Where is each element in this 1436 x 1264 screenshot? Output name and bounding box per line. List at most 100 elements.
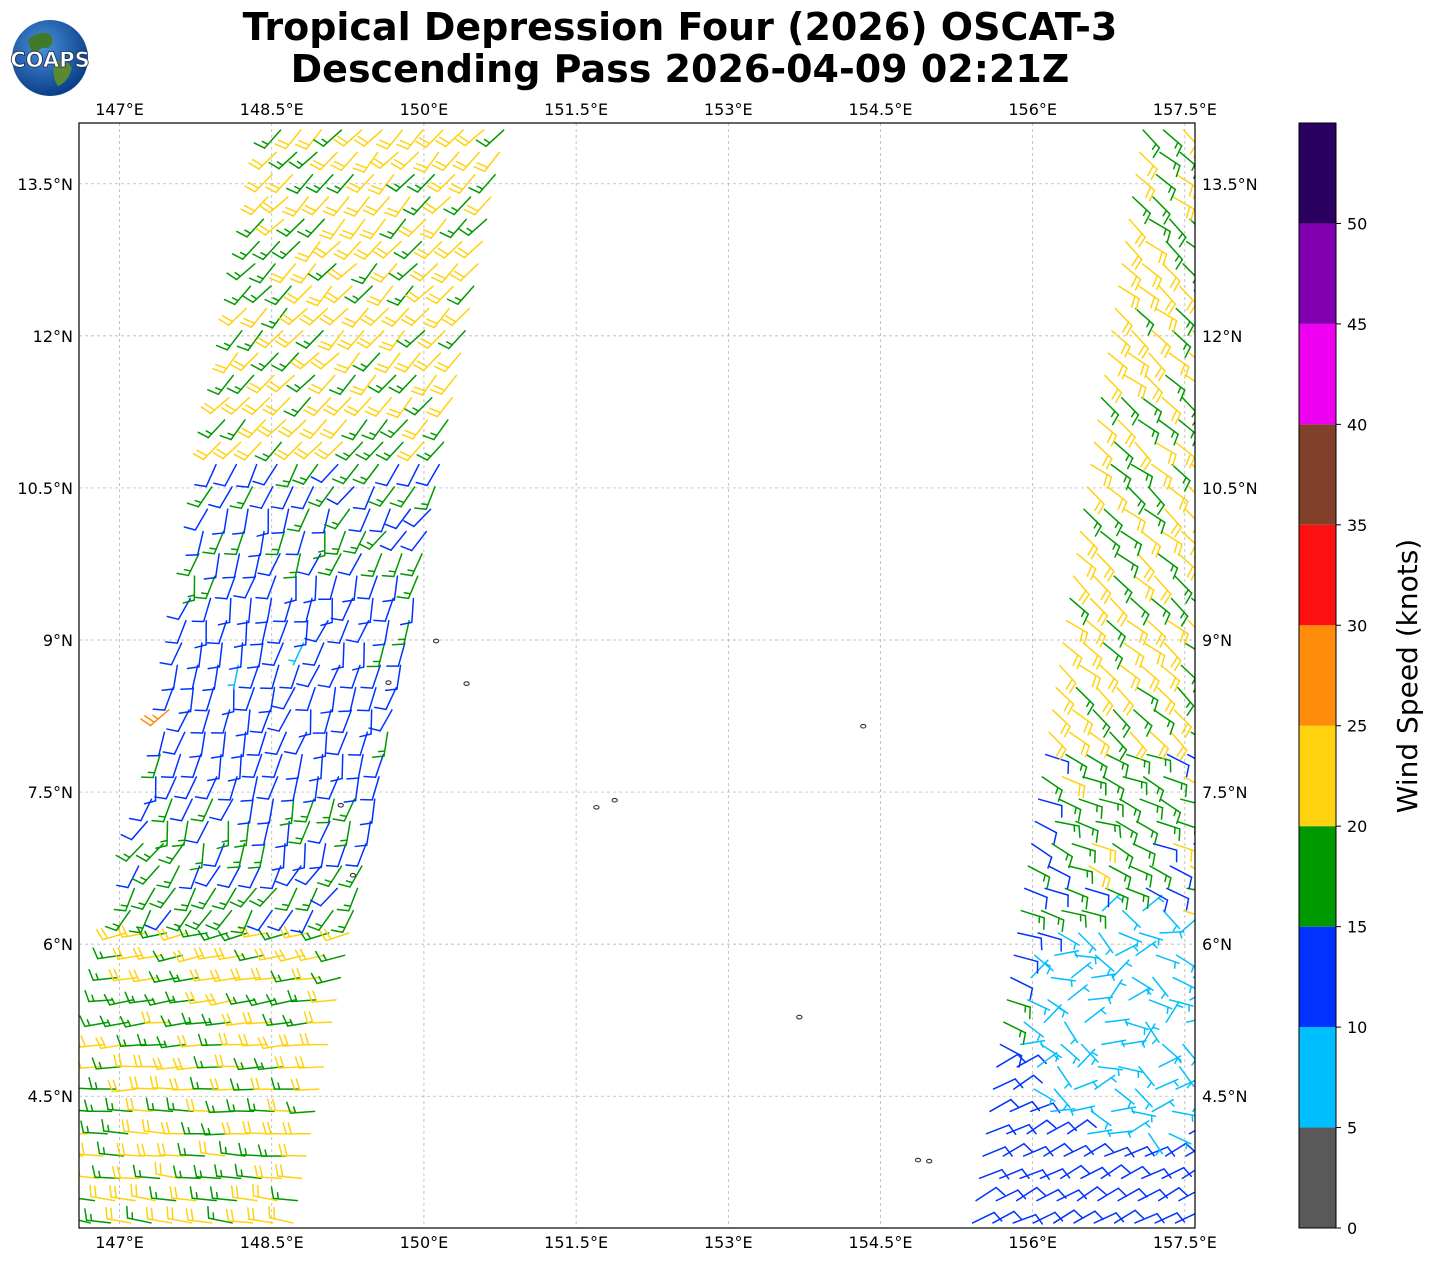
barb-staff xyxy=(260,352,279,372)
barb-half-flag xyxy=(95,973,100,981)
barb-flag xyxy=(384,688,398,692)
barb-half-flag xyxy=(415,184,422,190)
barb-staff xyxy=(406,441,424,462)
barb-flag xyxy=(141,1011,147,1024)
wind-barb xyxy=(1125,240,1143,270)
barb-flag xyxy=(1175,811,1182,825)
barb-flag xyxy=(161,928,170,940)
barb-half-flag xyxy=(1110,410,1116,418)
barb-staff xyxy=(274,285,292,306)
wind-barb xyxy=(995,1189,1027,1202)
barb-half-flag xyxy=(91,994,95,1002)
barb-flag xyxy=(346,207,359,213)
barb-staff xyxy=(1103,508,1123,527)
barb-flag xyxy=(89,1184,92,1198)
barb-flag xyxy=(1065,678,1074,690)
wind-barb xyxy=(1104,374,1123,404)
wind-barb xyxy=(148,971,179,983)
barb-flag xyxy=(396,340,408,348)
wind-barb xyxy=(286,173,314,194)
barb-flag xyxy=(182,1034,188,1048)
wind-barb xyxy=(1070,1105,1096,1114)
barb-flag xyxy=(257,1037,264,1050)
barb-flag xyxy=(316,796,330,800)
barb-staff xyxy=(317,263,337,281)
barb-flag xyxy=(1154,432,1160,445)
map-frame xyxy=(78,122,1196,1229)
wind-barb xyxy=(1168,1132,1192,1149)
wind-barb xyxy=(1127,352,1150,379)
wind-barb xyxy=(1145,1021,1160,1045)
barb-staff xyxy=(1092,709,1111,729)
barb-flag xyxy=(194,881,208,887)
wind-barb xyxy=(290,486,314,510)
wind-barb xyxy=(382,575,399,603)
barb-staff xyxy=(327,865,343,888)
wind-barb xyxy=(1148,218,1171,244)
barb-staff xyxy=(222,441,242,460)
barb-flag xyxy=(1149,589,1155,602)
wind-barb xyxy=(189,1186,217,1202)
wind-barb xyxy=(1117,1066,1143,1079)
barb-staff xyxy=(386,129,404,150)
barb-half-flag xyxy=(167,1019,172,1027)
wind-barb xyxy=(131,865,160,885)
barb-staff xyxy=(1169,218,1187,238)
barb-flag xyxy=(423,322,436,329)
barb-flag xyxy=(1095,677,1101,690)
wind-barb xyxy=(88,1077,117,1090)
barb-staff xyxy=(1083,1143,1106,1157)
barb-flag xyxy=(1204,876,1207,887)
barb-flag xyxy=(189,866,203,871)
barb-half-flag xyxy=(1134,541,1138,549)
barb-half-flag xyxy=(107,1124,110,1133)
barb-flag xyxy=(156,1036,163,1049)
barb-flag xyxy=(1211,893,1212,904)
barb-flag xyxy=(1206,918,1207,929)
barb-staff xyxy=(187,553,200,577)
barb-flag xyxy=(1125,764,1129,778)
barb-flag xyxy=(1198,786,1201,797)
wind-barb xyxy=(1156,820,1181,842)
wind-barb xyxy=(235,463,258,488)
wind-barb xyxy=(1108,865,1132,890)
barb-half-flag xyxy=(315,923,323,927)
barb-staff xyxy=(1006,999,1031,1009)
barb-flag xyxy=(255,1077,261,1091)
barb-flag xyxy=(1170,522,1179,534)
barb-flag xyxy=(1144,586,1151,599)
barb-staff xyxy=(201,887,217,910)
barb-flag xyxy=(278,1034,284,1047)
barb-flag xyxy=(80,1120,85,1134)
barb-staff xyxy=(259,263,276,284)
barb-staff xyxy=(359,731,369,756)
barb-flag xyxy=(197,431,210,439)
barb-flag xyxy=(1152,147,1161,159)
wind-barb xyxy=(190,709,211,734)
wind-barb xyxy=(275,820,291,849)
wind-barb xyxy=(352,486,375,510)
wind-barb xyxy=(1075,820,1099,843)
barb-flag xyxy=(267,1122,272,1135)
barb-flag xyxy=(334,844,347,848)
wind-barb xyxy=(176,553,200,577)
barb-flag xyxy=(1158,744,1166,757)
wind-barb xyxy=(261,642,284,666)
wind-barbs xyxy=(79,129,1212,1225)
barb-staff xyxy=(368,530,387,550)
barb-flag xyxy=(1155,632,1163,645)
wind-barb xyxy=(373,597,394,622)
barb-flag xyxy=(1142,613,1150,626)
barb-staff xyxy=(337,263,357,281)
wind-barb xyxy=(1174,575,1193,604)
wind-barb xyxy=(194,776,218,800)
barb-staff xyxy=(1174,575,1193,595)
barb-half-flag xyxy=(1124,588,1129,596)
wind-barb xyxy=(452,151,480,172)
wind-barb xyxy=(1062,642,1083,670)
barb-flag xyxy=(159,662,173,666)
barb-staff xyxy=(328,330,345,351)
wind-barb xyxy=(1142,894,1165,912)
barb-flag xyxy=(238,1142,243,1156)
